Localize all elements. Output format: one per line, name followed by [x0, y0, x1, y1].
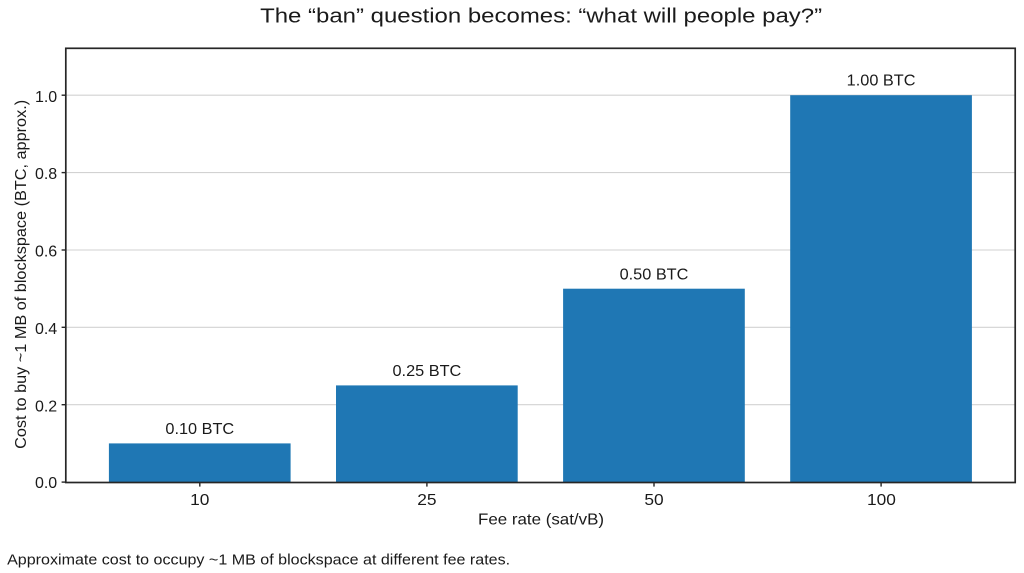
- svg-text:Cost to buy ~1 MB of blockspac: Cost to buy ~1 MB of blockspace (BTC, ap…: [13, 100, 30, 449]
- svg-text:0.4: 0.4: [35, 321, 57, 338]
- svg-text:1.0: 1.0: [35, 89, 57, 106]
- svg-text:1.00 BTC: 1.00 BTC: [847, 73, 916, 90]
- svg-text:10: 10: [190, 492, 209, 509]
- svg-text:The “ban” question becomes: “w: The “ban” question becomes: “what will p…: [260, 6, 822, 28]
- svg-text:25: 25: [417, 492, 436, 509]
- svg-text:0.0: 0.0: [35, 475, 57, 492]
- svg-text:0.25 BTC: 0.25 BTC: [393, 363, 462, 380]
- svg-text:Approximate cost to occupy ~1: Approximate cost to occupy ~1 MB of bloc…: [7, 553, 510, 569]
- svg-text:0.10 BTC: 0.10 BTC: [165, 421, 234, 438]
- svg-text:0.8: 0.8: [35, 166, 57, 183]
- svg-text:0.2: 0.2: [35, 398, 57, 415]
- svg-text:100: 100: [867, 492, 896, 509]
- svg-text:50: 50: [644, 492, 663, 509]
- svg-text:0.50 BTC: 0.50 BTC: [620, 266, 689, 283]
- svg-text:0.6: 0.6: [35, 244, 57, 261]
- svg-text:Fee rate (sat/vB): Fee rate (sat/vB): [478, 511, 604, 528]
